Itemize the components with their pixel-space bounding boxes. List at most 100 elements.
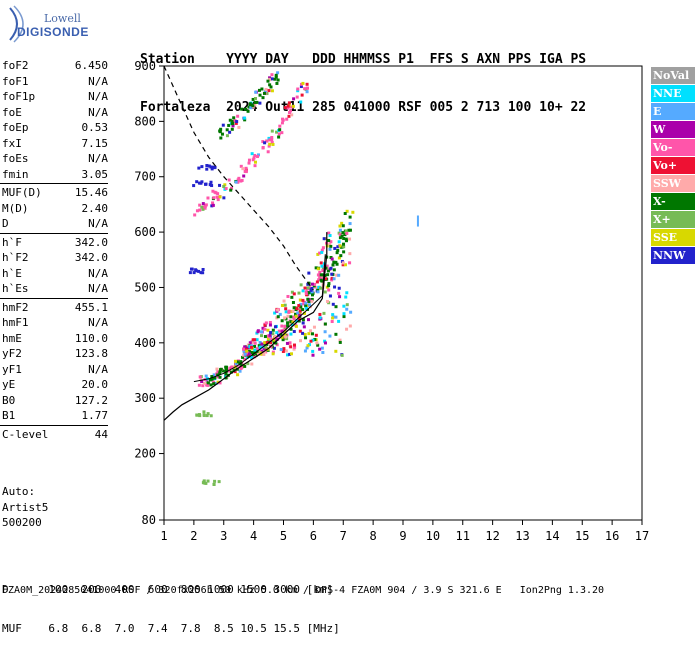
echo-dot [232, 116, 236, 120]
echo-dot [343, 233, 347, 237]
echo-dot [290, 290, 294, 294]
echo-dot [297, 304, 301, 308]
legend-entry-ssw: SSW [651, 175, 695, 192]
echo-dot [318, 316, 322, 320]
echo-dot [323, 339, 327, 343]
digisonde-logo: Lowell DIGISONDE [4, 4, 94, 44]
x-tick-label: 1 [160, 529, 167, 543]
echo-dot [278, 124, 282, 128]
echo-dot [338, 236, 342, 240]
echo-dot [268, 83, 272, 87]
echo-dot [310, 299, 314, 303]
legend-entry-x: X+ [651, 211, 695, 228]
echo-dot [202, 381, 206, 385]
echo-dot [271, 350, 275, 354]
parameter-row: yF2 123.8 [0, 346, 112, 362]
echo-dot [198, 208, 202, 212]
echo-dot [250, 341, 254, 345]
echo-dot [284, 335, 288, 339]
echo-dot [225, 128, 229, 132]
echo-dot [304, 306, 308, 310]
echo-dot [253, 97, 257, 101]
echo-dot [266, 337, 270, 341]
echo-dot [224, 372, 228, 376]
autoscaling-info: Auto: Artist5 500200 [2, 484, 48, 531]
echo-dot [320, 346, 324, 350]
echo-dot [260, 334, 264, 338]
echo-dot [318, 312, 322, 316]
parameter-value: N/A [88, 266, 108, 280]
echo-dot [253, 164, 257, 168]
echo-dot [216, 192, 220, 196]
echo-dot [331, 263, 335, 267]
echo-dot [334, 332, 338, 336]
echo-dot [324, 277, 328, 281]
echo-dot [273, 334, 277, 338]
echo-dot [242, 353, 246, 357]
echo-dot [201, 481, 205, 485]
echo-dot [250, 351, 254, 355]
echo-dot [221, 369, 225, 373]
parameter-name: foEp [2, 121, 29, 134]
echo-dot [337, 291, 341, 295]
y-tick-label: 900 [134, 59, 156, 73]
echo-dot [312, 284, 316, 288]
echo-dot [327, 284, 331, 288]
echo-dot [279, 333, 283, 337]
echo-dot [235, 120, 239, 124]
x-tick-label: 12 [485, 529, 499, 543]
echo-dot [294, 314, 298, 318]
echo-dot [247, 161, 251, 165]
echo-dot [246, 351, 250, 355]
echo-dot [247, 158, 251, 162]
echo-dot [224, 186, 228, 190]
echo-dot [320, 248, 324, 252]
echo-dot [228, 130, 232, 134]
echo-dot [285, 117, 289, 121]
echo-dot [304, 304, 308, 308]
echo-dot [241, 355, 245, 359]
echo-dot [305, 346, 309, 350]
parameter-row: hmF2 455.1 [0, 300, 112, 316]
echo-dot [268, 142, 272, 146]
echo-dot [201, 384, 205, 388]
x-tick-label: 17 [635, 529, 649, 543]
header-values: Fortaleza 2024 Out11 285 041000 RSF 005 … [140, 100, 587, 115]
echo-dot [200, 380, 204, 384]
echo-dot [236, 178, 240, 182]
echo-dot [258, 101, 262, 105]
echo-dot [308, 286, 312, 290]
parameter-value: 455.1 [74, 300, 108, 314]
echo-dot [208, 183, 212, 187]
echo-dot [302, 311, 306, 315]
parameter-value: N/A [88, 282, 108, 295]
echo-dot [268, 138, 272, 142]
echo-dot [197, 413, 201, 417]
echo-dot [247, 354, 251, 358]
trace-fit-curve [193, 254, 326, 383]
parameter-row: hmF1 N/A [0, 315, 112, 331]
parameter-name: yF1 [2, 362, 22, 376]
echo-dot [268, 76, 272, 80]
echo-dot [243, 118, 247, 122]
echo-dot [277, 135, 281, 139]
parameter-row: h`Es N/A [0, 281, 112, 297]
echo-dot [209, 165, 213, 169]
echo-dot [260, 349, 264, 353]
logo-text-digisonde: DIGISONDE [17, 25, 89, 39]
echo-dot [289, 332, 293, 336]
echo-dot [268, 320, 272, 324]
parameter-row: h`E N/A [0, 266, 112, 282]
parameter-value: 1.77 [81, 409, 109, 422]
echo-dot [275, 337, 279, 341]
parameter-row: yE 20.0 [0, 377, 112, 393]
echo-dot [228, 118, 232, 122]
echo-dot [309, 288, 313, 292]
echo-dot [270, 89, 274, 93]
auto-version: 500200 [2, 516, 42, 529]
echo-dot [213, 376, 217, 380]
footer-muf-row: MUF 6.8 6.8 7.0 7.4 7.8 8.5 10.5 15.5 [M… [2, 622, 340, 635]
echo-dot [267, 136, 271, 140]
echo-dot [268, 333, 272, 337]
echo-dot [286, 314, 290, 318]
